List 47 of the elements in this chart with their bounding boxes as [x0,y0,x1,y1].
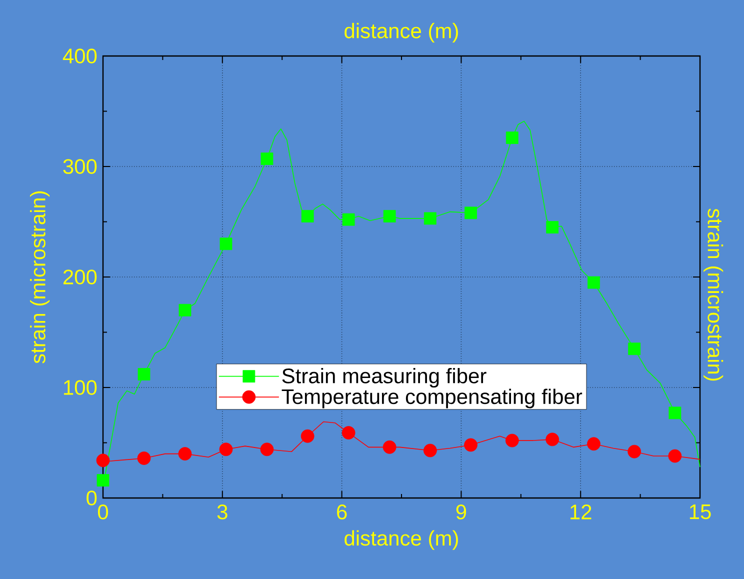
point [96,474,110,487]
point [178,304,192,316]
x-tick-label: 6 [337,504,347,520]
y-tick-label: 100 [64,380,97,395]
y-tick-label: 300 [63,159,97,174]
point [505,434,519,448]
point [342,213,355,226]
point [668,449,682,463]
point [220,238,232,250]
point [628,342,641,356]
y-tick-label: 0 [86,490,97,506]
point [382,440,396,454]
x-tick-label: 0 [98,504,108,520]
y-tick-label: 400 [62,48,97,64]
point [588,276,600,289]
point [260,442,274,456]
legend-label: Strain measuring fiber [282,368,486,388]
x-tick-label: 12 [570,504,592,520]
y-tick-label: 200 [63,270,97,284]
y2-axis-title: strain (microstrain) [704,208,724,381]
point [546,432,560,446]
x-axis-title: distance (m) [344,530,458,550]
point [96,454,110,468]
x-tick-label: 15 [690,504,711,520]
point [587,437,600,451]
point [464,438,478,452]
x2-axis-title: distance (m) [344,22,458,42]
point [178,447,192,460]
point [506,132,518,144]
x-tick-label: 9 [456,504,466,520]
x-tick-label: 3 [217,504,228,520]
y-axis-title: strain (microstrain) [30,191,50,364]
point [668,406,682,420]
point [300,429,314,443]
point [424,212,436,225]
point [260,152,274,165]
point [423,444,437,458]
legend-label: Temperature compensating fiber [282,388,582,408]
point [464,206,477,220]
point [342,426,356,440]
point [219,442,233,456]
point [546,221,559,234]
point [301,210,314,222]
point [383,210,396,222]
point [628,444,642,458]
point [138,368,150,380]
point [137,452,151,465]
